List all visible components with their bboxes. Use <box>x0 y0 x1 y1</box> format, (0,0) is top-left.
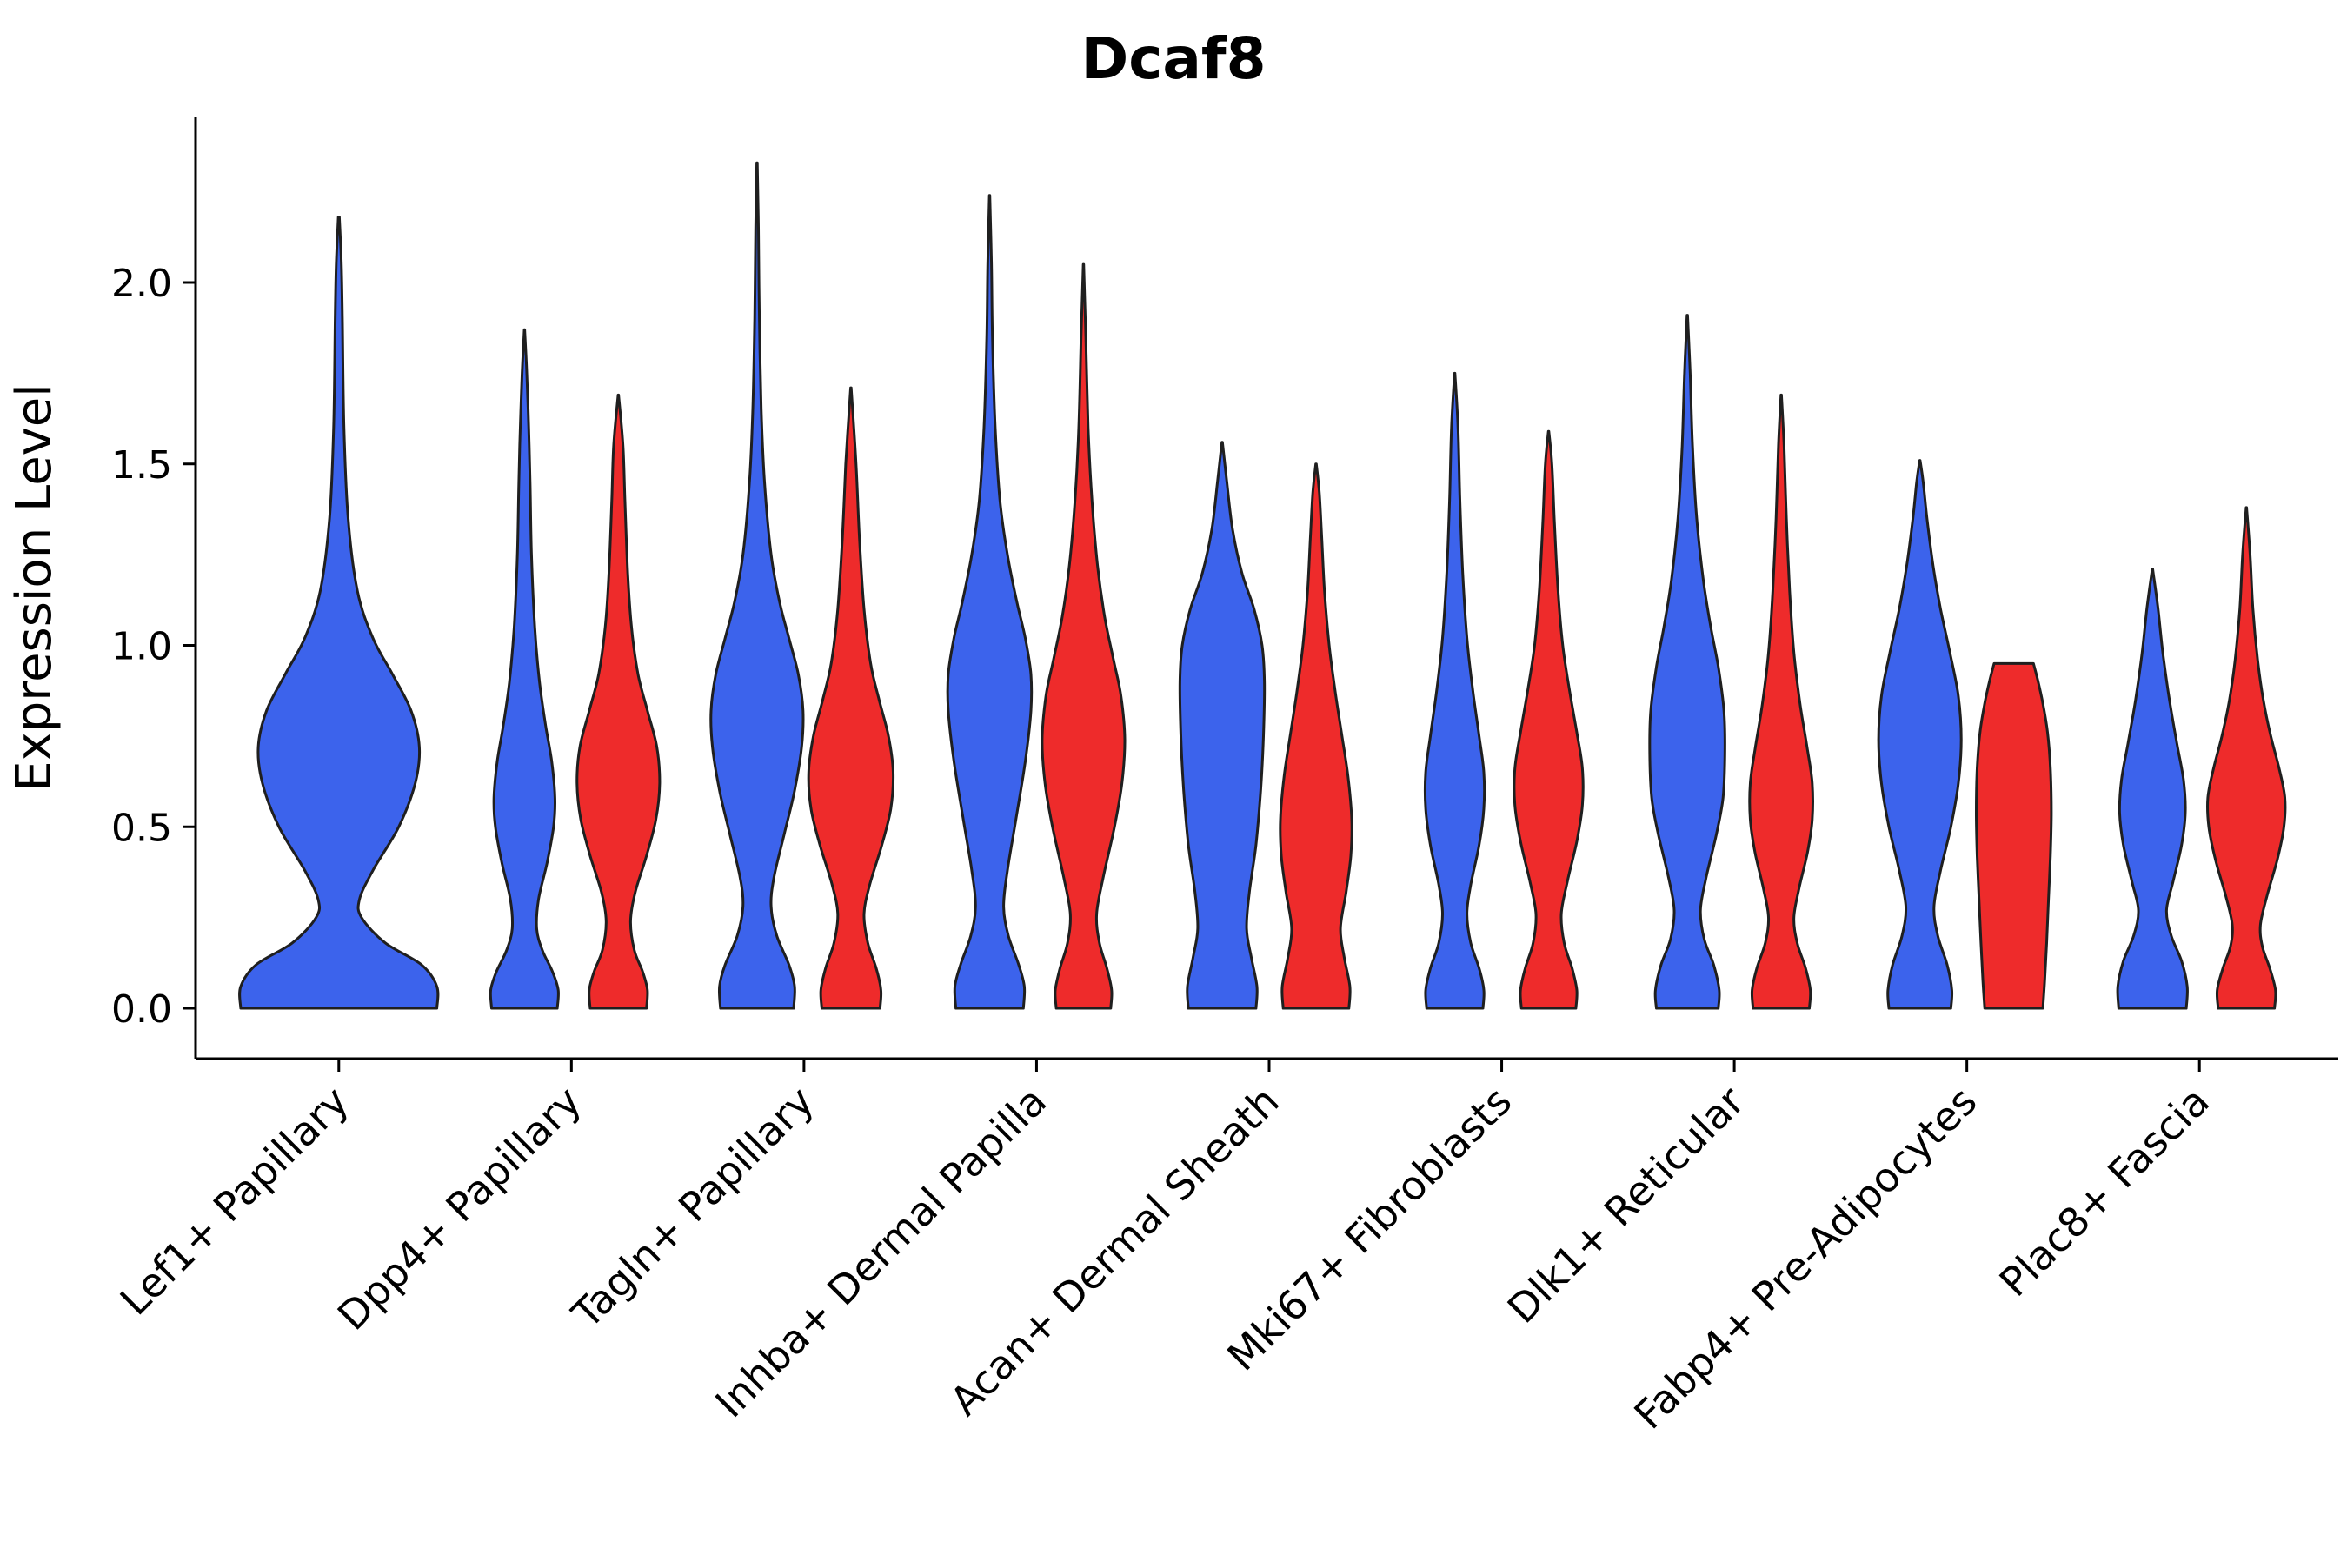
x-tick-label: Lef1+ Papillary <box>111 1078 358 1325</box>
violin-mki67-fibroblasts-blue <box>1423 371 1486 1010</box>
x-tick-label: Plac8+ Fascia <box>1991 1078 2218 1306</box>
violin-tagln-papillary-red <box>807 386 895 1010</box>
violins-layer <box>238 161 2287 1010</box>
violin-dlk1-reticular-red <box>1748 393 1814 1010</box>
violin-dpp4-papillary-red <box>575 393 662 1010</box>
violin-plac8-fascia-red <box>2205 506 2287 1010</box>
y-tick-label: 0.0 <box>111 987 172 1032</box>
y-tick-label: 0.5 <box>111 806 172 850</box>
x-tick-label: Dpp4+ Papillary <box>329 1078 590 1339</box>
violin-dpp4-papillary-blue <box>489 328 560 1010</box>
axes-layer <box>194 117 2338 1060</box>
violin-fabp4-pre-adipocytes-blue <box>1877 459 1963 1010</box>
x-tick-label: Tagln+ Papillary <box>562 1078 823 1339</box>
y-tick-label: 1.5 <box>111 443 172 488</box>
violin-dlk1-reticular-blue <box>1648 314 1726 1010</box>
violin-acan-dermal-sheath-red <box>1279 462 1353 1010</box>
y-tick-label: 1.0 <box>111 625 172 669</box>
x-tick-label: Dlk1+ Reticular <box>1499 1078 1753 1332</box>
violin-inhba-dermal-papilla-blue <box>946 194 1034 1010</box>
y-axis-label: Expression Level <box>6 383 63 792</box>
violin-fabp4-pre-adipocytes-red <box>1975 661 2053 1010</box>
violin-mki67-fibroblasts-red <box>1513 429 1585 1010</box>
violin-acan-dermal-sheath-blue <box>1178 441 1267 1010</box>
violin-tagln-papillary-blue <box>709 161 805 1010</box>
violin-plac8-fascia-blue <box>2116 568 2189 1010</box>
chart-title: Dcaf8 <box>1080 25 1266 92</box>
y-tick-label: 2.0 <box>111 262 172 306</box>
violin-inhba-dermal-papilla-red <box>1041 262 1127 1010</box>
violin-lef1-papillary-blue <box>238 216 440 1010</box>
